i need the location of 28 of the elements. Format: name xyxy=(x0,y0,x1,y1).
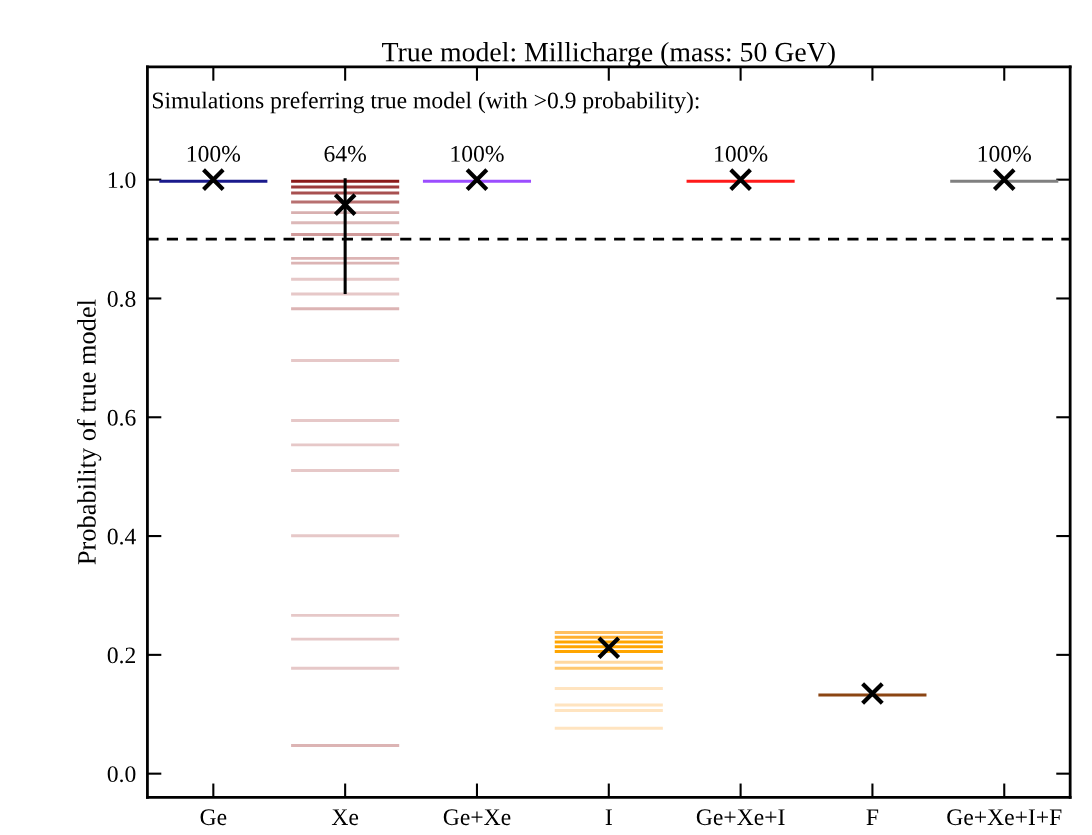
y-tick-label: 0.8 xyxy=(107,290,136,307)
x-tick-label: I xyxy=(605,809,612,825)
point xyxy=(728,167,753,192)
annotation: Simulations preferring true model (with >0.9 probability): xyxy=(152,91,699,114)
x-tick-label: F xyxy=(866,809,879,825)
x-tick-label: Ge+Xe+I+F xyxy=(947,809,1062,826)
x-tick-label: Ge xyxy=(200,809,227,826)
point xyxy=(992,167,1017,192)
chart-title: True model: Millicharge (mass: 50 GeV) xyxy=(382,41,835,68)
annotation: 100% xyxy=(187,145,241,162)
annotation: 100% xyxy=(715,145,768,162)
point xyxy=(465,167,489,192)
y-tick-label: 0.6 xyxy=(107,409,136,426)
x-tick-label: Ge+Xe+I xyxy=(696,809,785,826)
point xyxy=(596,635,621,660)
x-tick-label: Ge+Xe xyxy=(443,809,511,826)
y-tick-label: 1.0 xyxy=(108,172,136,189)
y-tick-label: 0.4 xyxy=(107,528,136,545)
x-tick-label: Xe xyxy=(331,809,359,826)
point xyxy=(333,192,358,217)
annotation: 64% xyxy=(324,145,366,162)
y-tick-label: 0.2 xyxy=(107,647,136,664)
y-axis-title: Probability of true model xyxy=(76,299,102,565)
y-tick-label: 0.0 xyxy=(107,766,136,783)
point xyxy=(860,681,885,706)
point xyxy=(201,167,226,192)
annotation: 100% xyxy=(978,145,1031,162)
annotation: 100% xyxy=(451,145,504,162)
